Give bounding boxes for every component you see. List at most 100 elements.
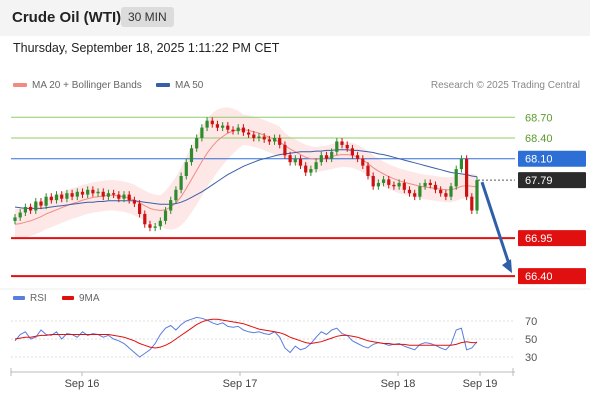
candle-body: [122, 194, 126, 199]
ma50-label: MA 50: [175, 80, 204, 91]
candle-body: [138, 203, 142, 214]
level-tag-bg: [518, 268, 586, 285]
x-tick-label: Sep 19: [463, 378, 498, 390]
candle-body: [210, 120, 214, 125]
candle-body: [236, 127, 240, 132]
candle-body: [376, 182, 380, 187]
candle-body: [423, 182, 427, 187]
forecast-arrow-head: [502, 259, 512, 274]
rsi-tick-label: 30: [525, 352, 537, 364]
candle-body: [70, 193, 74, 197]
candle-body: [226, 125, 230, 130]
candle-body: [314, 162, 318, 170]
candle-body: [106, 193, 110, 197]
x-tick-label: Sep 16: [65, 378, 100, 390]
ma9-swatch-icon: [62, 296, 74, 301]
rsi-swatch-icon: [13, 296, 25, 301]
candle-body: [304, 165, 308, 173]
candle-body: [29, 207, 33, 211]
timestamp: Thursday, September 18, 2025 1:11:22 PM …: [13, 41, 280, 55]
level-tag-bg: [518, 172, 586, 189]
candle-body: [470, 196, 474, 211]
candle-body: [454, 169, 458, 187]
legend-ma50: MA 50: [156, 80, 203, 91]
candle-body: [54, 194, 59, 201]
candle-body: [413, 193, 417, 197]
legend-rsi: RSI: [13, 293, 47, 304]
level-tag-bg: [518, 230, 586, 247]
candle-body: [278, 138, 282, 145]
candle-body: [65, 193, 69, 199]
candle-body: [340, 141, 344, 145]
candle-body: [407, 189, 412, 194]
candle-body: [267, 139, 271, 142]
candle-body: [86, 189, 90, 195]
bollinger-band: [15, 107, 477, 240]
candle-body: [231, 129, 235, 132]
candle-body: [169, 200, 173, 211]
candle-body: [428, 182, 432, 185]
candle-body: [350, 148, 354, 156]
candle-body: [117, 194, 121, 199]
candle-body: [39, 201, 43, 206]
level-label: 67.79: [525, 175, 553, 187]
candle-body: [382, 179, 386, 183]
candle-body: [96, 191, 100, 194]
candle-body: [257, 136, 261, 138]
candle-body: [324, 155, 329, 159]
level-tag-bg: [518, 150, 586, 167]
candle-body: [44, 196, 48, 206]
header-bar: Crude Oil (WTI) 30 MIN: [0, 0, 590, 36]
timeframe-badge[interactable]: 30 MIN: [121, 7, 174, 27]
level-label: 68.40: [525, 133, 553, 145]
rsi-tick-label: 50: [525, 334, 537, 346]
rsi-ma-line: [14, 318, 477, 349]
candle-body: [319, 155, 323, 163]
candle-body: [112, 193, 116, 195]
candle-body: [241, 127, 245, 133]
candle-body: [444, 193, 448, 197]
credit-text: Research © 2025 Trading Central: [430, 80, 580, 91]
candle-body: [205, 120, 209, 128]
ma50-line: [14, 149, 478, 209]
rsi-tick-label: 70: [525, 316, 537, 328]
candle-body: [418, 186, 422, 197]
forecast-arrow-shaft: [480, 181, 512, 268]
candle-body: [252, 134, 256, 138]
candle-body: [75, 191, 79, 197]
candle-body: [127, 194, 131, 201]
candle-body: [49, 196, 53, 201]
candle-body: [345, 144, 349, 149]
x-tick-label: Sep 17: [223, 378, 258, 390]
candle-body: [158, 220, 162, 227]
candle-body: [356, 155, 360, 159]
candle-body: [309, 169, 313, 173]
legend-9ma: 9MA: [62, 293, 100, 304]
candle-body: [475, 180, 479, 211]
candle-body: [91, 189, 95, 194]
candle-body: [179, 176, 183, 190]
level-label: 66.40: [525, 271, 553, 283]
candle-body: [200, 127, 204, 138]
candle-body: [288, 155, 292, 163]
instrument-title: Crude Oil (WTI): [12, 9, 122, 26]
legend-ma20: MA 20 + Bollinger Bands: [13, 80, 142, 91]
candle-body: [392, 184, 396, 187]
candle-body: [433, 184, 438, 190]
candle-body: [184, 162, 188, 176]
candle-body: [459, 158, 463, 170]
candle-body: [330, 151, 334, 159]
ma20-label: MA 20 + Bollinger Bands: [32, 80, 142, 91]
candle-body: [273, 138, 277, 142]
candle-body: [132, 200, 136, 204]
x-tick-label: Sep 18: [381, 378, 416, 390]
candle-body: [465, 158, 469, 197]
candle-body: [101, 191, 105, 197]
rsi-line: [14, 316, 478, 358]
candle-body: [13, 217, 17, 221]
candle-body: [174, 189, 178, 201]
candle-body: [293, 158, 297, 163]
candle-body: [439, 189, 443, 194]
